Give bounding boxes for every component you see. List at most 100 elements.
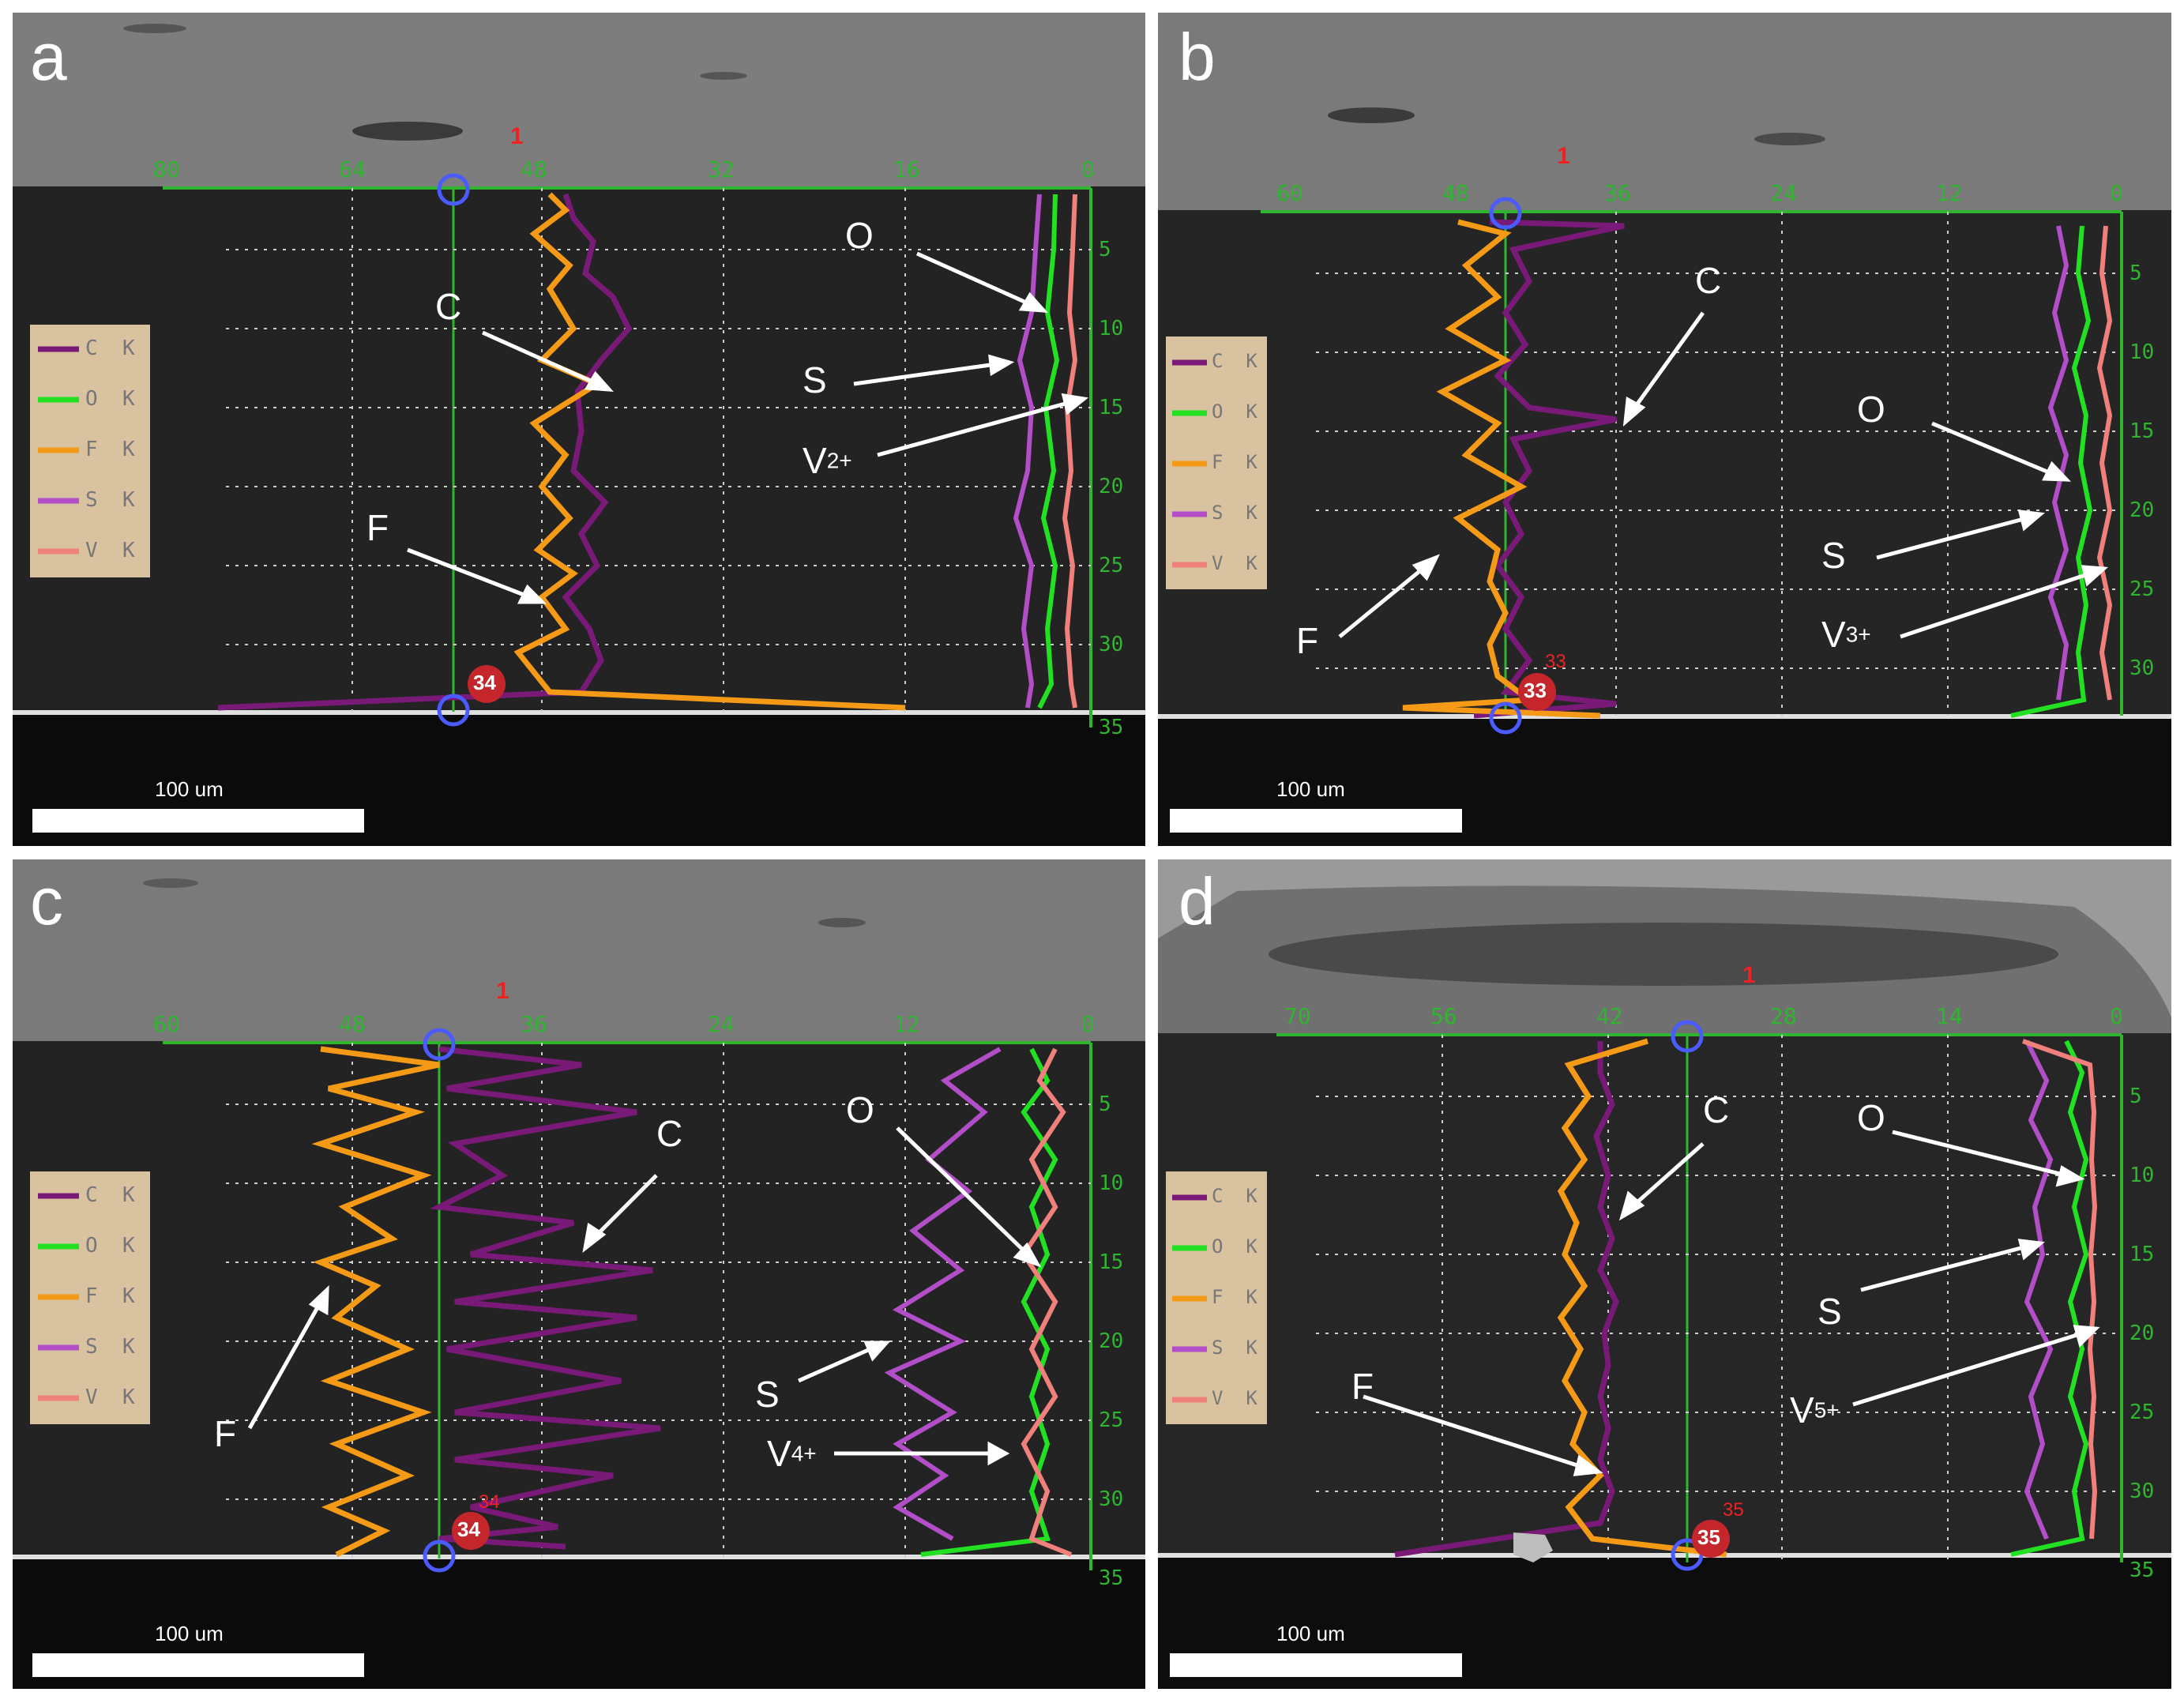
xtick-b-2: 36 <box>1604 180 1631 206</box>
ytick-d-1: 10 <box>2129 1164 2155 1187</box>
ytick-b-0: 5 <box>2129 261 2142 285</box>
panel-letter-c: c <box>30 864 63 938</box>
legend-a-0: C K <box>85 337 135 360</box>
arrow-label-c-C: C <box>656 1113 683 1154</box>
arrow-label-c-S: S <box>755 1374 780 1415</box>
legend-b-2: F K <box>1212 451 1257 473</box>
xtick-d-2: 42 <box>1596 1003 1623 1029</box>
legend-b-4: V K <box>1212 552 1257 574</box>
marker-top-a: 1 <box>510 123 524 149</box>
ytick-d-3: 20 <box>2129 1322 2155 1345</box>
panel-letter-a: a <box>30 20 67 94</box>
v-symbol: V <box>767 1433 791 1474</box>
xtick-a-3: 32 <box>708 156 735 182</box>
ytick-d-6: 35 <box>2129 1559 2155 1582</box>
sem-image-b <box>1158 13 2171 846</box>
sem-image-c <box>13 859 1145 1689</box>
legend-a-4: V K <box>85 539 135 562</box>
legend-d-1: O K <box>1212 1235 1257 1258</box>
xtick-d-1: 56 <box>1430 1003 1457 1029</box>
v-oxidation: 5+ <box>1814 1397 1840 1423</box>
ytick-a-2: 15 <box>1099 396 1124 419</box>
xtick-a-2: 48 <box>521 156 547 182</box>
ytick-c-6: 35 <box>1099 1566 1124 1590</box>
v-symbol: V <box>1790 1389 1814 1431</box>
ytick-a-3: 20 <box>1099 475 1124 498</box>
v-symbol: V <box>803 440 827 481</box>
panel-c: c 1 60 48 36 24 12 0 5 10 15 20 25 30 35… <box>13 859 1145 1689</box>
ytick-b-1: 10 <box>2129 340 2155 364</box>
legend-b-3: S K <box>1212 502 1257 524</box>
ytick-b-4: 25 <box>2129 577 2155 601</box>
arrow-label-d-F: F <box>1351 1366 1374 1407</box>
panel-a: a 1 80 64 48 32 16 0 5 10 15 20 25 30 35… <box>13 13 1145 846</box>
arrow-label-b-F: F <box>1296 620 1319 661</box>
ytick-a-5: 30 <box>1099 633 1124 656</box>
badge-c: 34 <box>457 1517 480 1541</box>
xtick-b-4: 12 <box>1936 180 1963 206</box>
ytick-c-0: 5 <box>1099 1092 1111 1116</box>
ytick-b-2: 15 <box>2129 419 2155 443</box>
legend-d-0: C K <box>1212 1185 1257 1207</box>
scale-bar-label-b: 100 um <box>1276 777 1345 801</box>
scale-bar-label-d: 100 um <box>1276 1622 1345 1645</box>
arrow-label-d-C: C <box>1703 1089 1730 1130</box>
ytick-c-1: 10 <box>1099 1171 1124 1195</box>
marker-top-c: 1 <box>496 978 509 1004</box>
sem-image-d <box>1158 859 2171 1689</box>
ytick-c-3: 20 <box>1099 1329 1124 1353</box>
legend-c-0: C K <box>85 1183 135 1207</box>
legend-b-0: C K <box>1212 350 1257 372</box>
ytick-d-2: 15 <box>2129 1243 2155 1266</box>
arrow-label-b-S: S <box>1821 535 1846 576</box>
badge-small-b: 33 <box>1545 651 1566 672</box>
v-symbol: V <box>1821 614 1846 655</box>
xtick-c-4: 12 <box>893 1011 920 1037</box>
panel-d: d 1 70 56 42 28 14 0 5 10 15 20 25 30 35… <box>1158 859 2171 1689</box>
badge-d: 35 <box>1697 1525 1720 1549</box>
ytick-c-2: 15 <box>1099 1250 1124 1274</box>
arrow-label-c-O: O <box>846 1089 874 1130</box>
ytick-a-6: 35 <box>1099 716 1124 739</box>
ytick-c-5: 30 <box>1099 1487 1124 1511</box>
legend-a-1: O K <box>85 387 135 411</box>
badge-a: 34 <box>473 671 496 694</box>
badge-small-c: 34 <box>479 1491 500 1513</box>
ytick-c-4: 25 <box>1099 1408 1124 1432</box>
ytick-a-4: 25 <box>1099 554 1124 577</box>
legend-d-2: F K <box>1212 1286 1257 1308</box>
marker-top-d: 1 <box>1742 962 1756 988</box>
arrow-label-d-S: S <box>1817 1291 1842 1332</box>
legend-d-4: V K <box>1212 1387 1257 1409</box>
legend-a-2: F K <box>85 438 135 461</box>
xtick-c-3: 24 <box>708 1011 735 1037</box>
ytick-b-5: 30 <box>2129 656 2155 680</box>
xtick-d-3: 28 <box>1770 1003 1797 1029</box>
v-oxidation: 4+ <box>791 1441 817 1466</box>
legend-a-3: S K <box>85 488 135 512</box>
marker-top-b: 1 <box>1557 143 1570 169</box>
badge-small-d: 35 <box>1723 1499 1744 1521</box>
arrow-label-b-C: C <box>1695 260 1722 301</box>
panel-letter-b: b <box>1178 20 1216 94</box>
arrow-label-d-O: O <box>1857 1097 1885 1138</box>
panel-letter-d: d <box>1178 864 1216 938</box>
ytick-a-0: 5 <box>1099 238 1111 261</box>
badge-b: 33 <box>1524 679 1547 702</box>
arrow-label-c-F: F <box>214 1413 237 1454</box>
xtick-c-0: 60 <box>153 1011 180 1037</box>
ytick-d-5: 30 <box>2129 1480 2155 1503</box>
xtick-d-0: 70 <box>1284 1003 1311 1029</box>
legend-b-1: O K <box>1212 400 1257 423</box>
xtick-b-0: 60 <box>1276 180 1303 206</box>
ytick-b-3: 20 <box>2129 498 2155 522</box>
sem-image-a <box>13 13 1145 846</box>
ytick-d-4: 25 <box>2129 1401 2155 1424</box>
scale-bar-label-c: 100 um <box>155 1622 224 1645</box>
v-oxidation: 2+ <box>826 448 852 473</box>
legend-c-1: O K <box>85 1234 135 1258</box>
legend-c-3: S K <box>85 1335 135 1359</box>
panel-b: b 1 60 48 36 24 12 0 5 10 15 20 25 30 33… <box>1158 13 2171 846</box>
xtick-b-1: 48 <box>1442 180 1469 206</box>
arrow-label-b-O: O <box>1857 389 1885 430</box>
